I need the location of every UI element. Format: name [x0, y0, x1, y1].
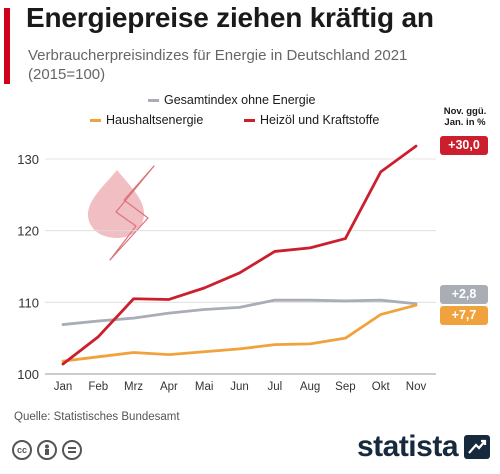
x-tick-label: Mrz — [124, 381, 143, 393]
y-tick-label: 120 — [17, 224, 39, 239]
badge-orange-change: +7,7 — [440, 306, 488, 325]
data-point — [203, 286, 206, 290]
change-header-line2: Jan. in % — [444, 117, 486, 128]
legend-label-gray: Gesamtindex ohne Energie — [164, 93, 316, 107]
data-point — [167, 298, 171, 301]
data-point — [273, 343, 276, 346]
y-tick-label: 100 — [17, 367, 39, 382]
data-point — [344, 237, 347, 240]
badge-gray-change: +2,8 — [440, 285, 488, 304]
person-attribution-icon — [37, 440, 57, 460]
data-point — [203, 350, 206, 353]
source-note: Quelle: Statistisches Bundesamt — [14, 411, 180, 423]
data-point — [238, 306, 241, 309]
x-tick-label: Nov — [406, 381, 427, 393]
data-point — [97, 355, 100, 358]
data-point — [97, 335, 100, 338]
series-line-1 — [61, 298, 418, 326]
flame-lightning-icon — [87, 165, 155, 261]
chart-subtitle: Verbraucherpreisindizes für Energie in D… — [28, 47, 408, 83]
data-point — [132, 316, 135, 320]
chart-title: Energiepreise ziehen kräftig an — [26, 2, 434, 33]
x-tick-label: Okt — [372, 381, 391, 393]
series-line-2 — [61, 303, 418, 363]
data-point — [308, 342, 312, 346]
x-tick-label: Sep — [335, 381, 355, 393]
data-point — [414, 144, 418, 148]
legend-label-red: Heizöl und Kraftstoffe — [260, 113, 380, 127]
y-tick-label: 130 — [17, 152, 39, 167]
data-point — [273, 250, 276, 253]
data-point — [238, 347, 241, 351]
data-point — [167, 353, 171, 356]
data-point — [132, 297, 135, 300]
statista-logo[interactable]: statista — [357, 430, 490, 464]
data-point — [379, 298, 382, 302]
data-point — [414, 304, 418, 307]
data-point — [132, 351, 135, 354]
legend-item-red: Heizöl und Kraftstoffe — [244, 113, 379, 127]
legend-item-gray: Gesamtindex ohne Energie — [148, 93, 315, 107]
data-point — [344, 336, 347, 340]
data-point — [97, 319, 100, 323]
data-point — [273, 298, 276, 302]
no-derivatives-icon — [62, 440, 82, 460]
legend-swatch-orange — [90, 118, 101, 122]
title-accent-bar — [4, 8, 10, 84]
change-header-line1: Nov. ggü. — [443, 106, 487, 117]
data-point — [61, 362, 65, 366]
statista-logo-icon — [464, 435, 490, 459]
data-point — [344, 299, 347, 303]
x-tick-label: Jul — [267, 381, 282, 393]
x-tick-label: Jan — [54, 381, 73, 393]
x-tick-label: Jun — [230, 381, 249, 393]
y-tick-label: 110 — [18, 295, 39, 310]
data-point — [167, 311, 171, 315]
legend-label-orange: Haushaltsenergie — [106, 113, 204, 127]
data-point — [238, 271, 241, 275]
data-point — [379, 313, 382, 316]
x-tick-label: Mai — [195, 381, 214, 393]
data-point — [379, 170, 382, 174]
data-point — [308, 246, 312, 250]
data-point — [308, 298, 312, 302]
license-icons: cc — [12, 440, 82, 460]
badge-red-change: +30,0 — [440, 136, 488, 155]
legend-swatch-red — [244, 118, 255, 122]
x-tick-label: Feb — [88, 381, 108, 393]
x-tick-label: Aug — [300, 381, 320, 393]
change-header: Nov. ggü. Jan. in % — [434, 106, 496, 128]
data-point — [61, 323, 65, 326]
data-point — [203, 308, 206, 311]
legend-swatch-gray — [148, 98, 159, 102]
legend-item-orange: Haushaltsenergie — [90, 113, 203, 127]
statista-wordmark: statista — [356, 430, 459, 463]
x-tick-label: Apr — [160, 381, 178, 393]
creative-commons-icon: cc — [12, 440, 32, 460]
data-point — [61, 359, 65, 363]
